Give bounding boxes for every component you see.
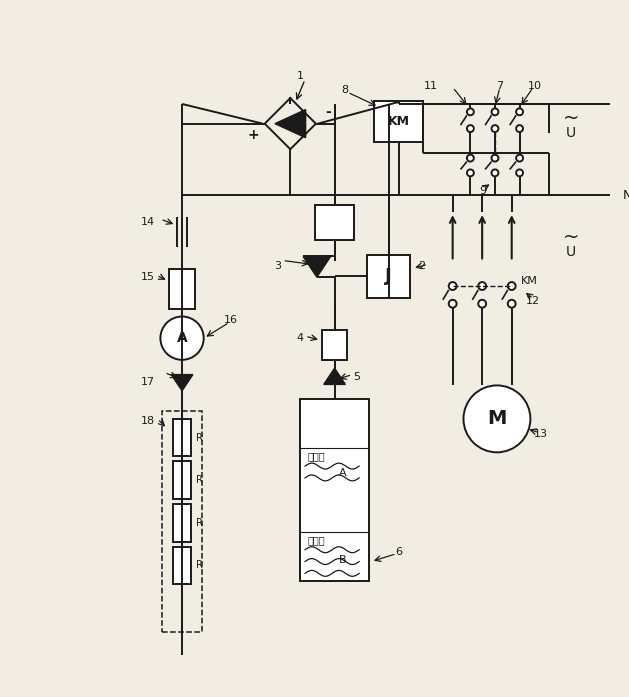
Circle shape xyxy=(508,282,516,290)
Circle shape xyxy=(448,282,457,290)
Bar xyxy=(162,411,202,632)
Polygon shape xyxy=(324,368,345,385)
Text: A: A xyxy=(177,331,187,345)
Circle shape xyxy=(467,155,474,162)
Circle shape xyxy=(491,169,498,176)
Circle shape xyxy=(516,125,523,132)
Text: 2: 2 xyxy=(418,261,426,271)
Text: -: - xyxy=(325,105,331,119)
Circle shape xyxy=(478,282,486,290)
Text: N: N xyxy=(623,189,629,202)
Text: 6: 6 xyxy=(395,546,402,557)
Text: ~: ~ xyxy=(562,109,579,128)
Bar xyxy=(300,399,369,581)
Circle shape xyxy=(491,155,498,162)
Text: 12: 12 xyxy=(526,296,540,306)
Text: 3: 3 xyxy=(274,261,281,271)
Circle shape xyxy=(160,316,204,360)
Polygon shape xyxy=(303,256,331,277)
Text: R: R xyxy=(196,518,203,528)
Circle shape xyxy=(516,169,523,176)
Text: 11: 11 xyxy=(424,82,438,91)
Circle shape xyxy=(478,300,486,307)
Bar xyxy=(322,330,347,360)
Circle shape xyxy=(491,109,498,115)
Text: 16: 16 xyxy=(225,316,238,325)
Circle shape xyxy=(516,155,523,162)
Text: 15: 15 xyxy=(140,272,155,282)
Bar xyxy=(374,101,423,142)
Text: U: U xyxy=(565,126,576,141)
Text: KM: KM xyxy=(521,276,538,286)
Bar xyxy=(173,546,191,584)
Text: 17: 17 xyxy=(140,378,155,388)
Circle shape xyxy=(491,125,498,132)
Bar xyxy=(173,461,191,498)
Text: U: U xyxy=(565,245,576,259)
Text: 上水位: 上水位 xyxy=(308,451,326,461)
Circle shape xyxy=(467,109,474,115)
Text: 13: 13 xyxy=(534,429,548,438)
Text: 9: 9 xyxy=(479,185,487,196)
Text: 7: 7 xyxy=(496,82,503,91)
Bar xyxy=(173,419,191,457)
Circle shape xyxy=(467,125,474,132)
Circle shape xyxy=(516,109,523,115)
Text: B: B xyxy=(338,555,346,565)
Text: J: J xyxy=(386,267,392,285)
Text: A: A xyxy=(338,468,346,478)
Bar xyxy=(173,505,191,542)
Text: 5: 5 xyxy=(353,372,360,381)
Circle shape xyxy=(464,385,530,452)
Text: 4: 4 xyxy=(296,333,303,343)
Circle shape xyxy=(467,169,474,176)
Text: 下水位: 下水位 xyxy=(308,535,326,545)
Text: 8: 8 xyxy=(341,85,348,95)
Circle shape xyxy=(448,300,457,307)
Bar xyxy=(169,269,195,309)
Text: 1: 1 xyxy=(297,71,304,82)
Text: R: R xyxy=(196,475,203,485)
Polygon shape xyxy=(171,374,193,391)
Text: 10: 10 xyxy=(527,82,542,91)
Text: ~: ~ xyxy=(562,227,579,246)
Text: R: R xyxy=(196,433,203,443)
Text: M: M xyxy=(487,409,506,429)
Text: KM: KM xyxy=(387,115,409,128)
Text: 18: 18 xyxy=(140,416,155,426)
Bar xyxy=(315,206,354,240)
Text: +: + xyxy=(247,128,259,142)
Text: R: R xyxy=(196,560,203,570)
Polygon shape xyxy=(275,109,306,138)
Text: 14: 14 xyxy=(140,217,155,227)
Bar xyxy=(367,254,410,298)
Circle shape xyxy=(508,300,516,307)
